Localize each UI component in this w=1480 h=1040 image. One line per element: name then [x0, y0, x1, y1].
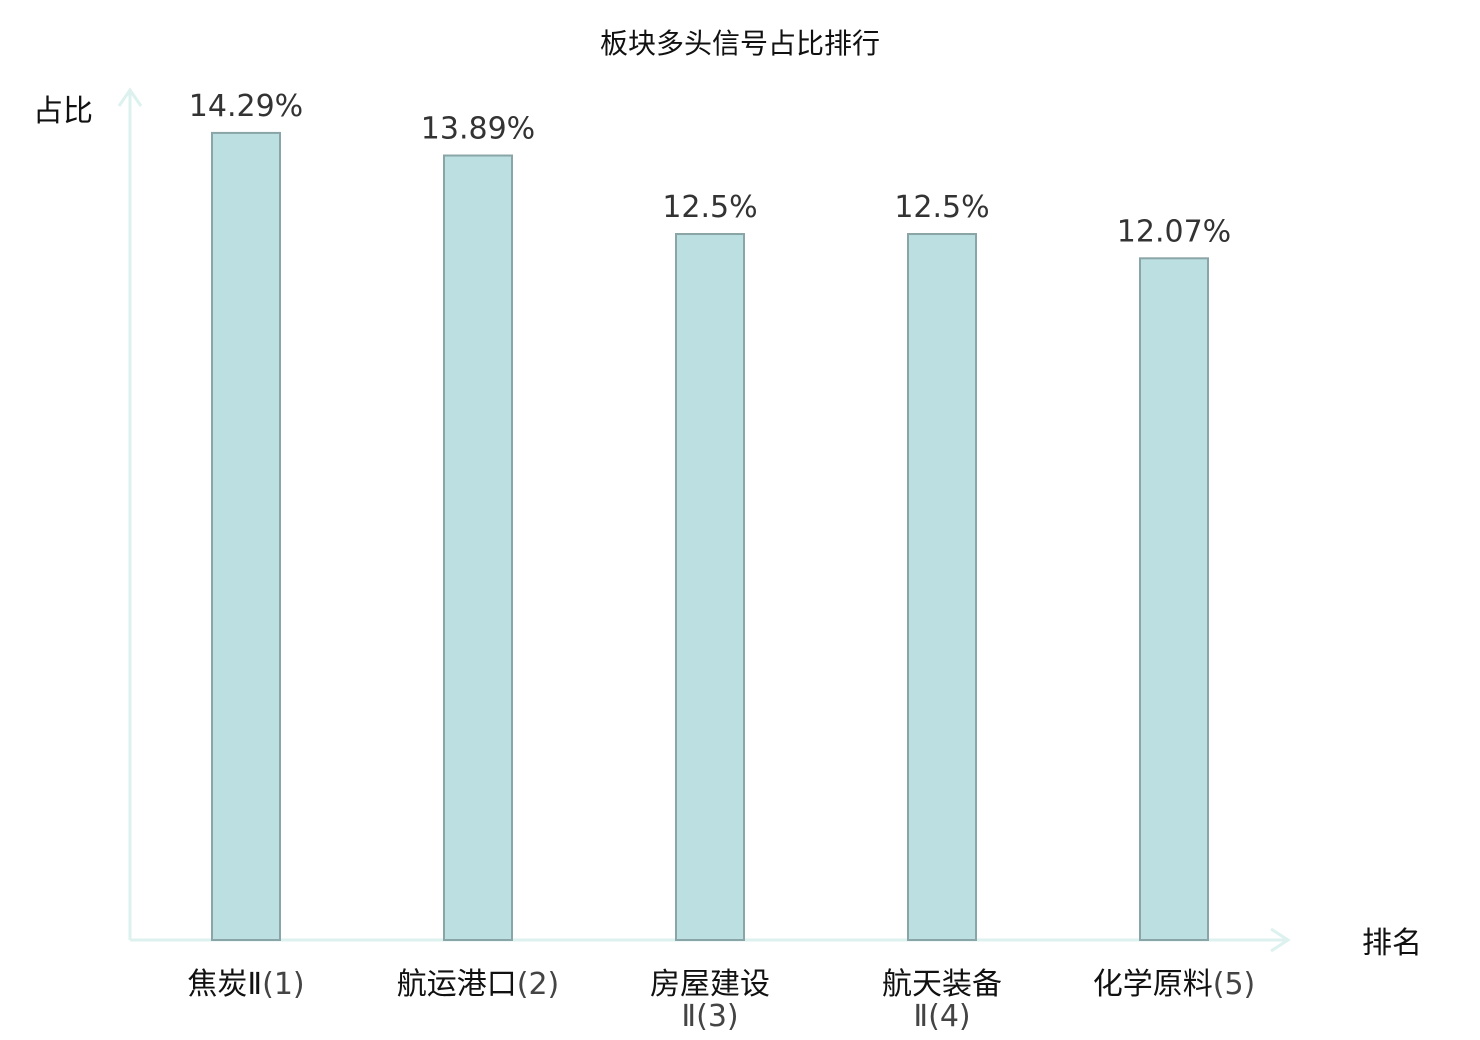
category-label-2: 航运港口(2) — [397, 967, 560, 1002]
value-labels: 14.29% 13.89% 12.5% 12.5% 12.07% — [189, 89, 1231, 249]
y-axis-arrow — [117, 87, 143, 107]
y-axis-label: 占比 — [33, 94, 93, 129]
category-label-3: 房屋建设 Ⅱ(3) — [650, 967, 770, 1034]
bar-2 — [443, 154, 513, 941]
value-label-5: 12.07% — [1117, 214, 1231, 249]
category-label-4: 航天装备 Ⅱ(4) — [882, 967, 1002, 1034]
bar-5 — [1139, 257, 1209, 941]
category-name: 焦炭Ⅱ — [187, 967, 262, 1002]
x-axis-arrow — [1270, 927, 1291, 953]
value-label-2: 13.89% — [421, 112, 535, 147]
chart-title: 板块多头信号占比排行 — [600, 27, 880, 60]
bar-3 — [675, 233, 745, 941]
category-name-line1: 房屋建设 — [650, 967, 770, 1002]
category-label-5: 化学原料(5) — [1093, 967, 1256, 1002]
bars — [211, 131, 1209, 941]
bar-1 — [211, 131, 281, 941]
category-name-line1: 航天装备 — [882, 967, 1002, 1002]
bar-4 — [907, 233, 977, 941]
category-labels: 焦炭Ⅱ(1) 航运港口(2) 房屋建设 Ⅱ(3) 航天装备 Ⅱ(4) 化学原料(5) — [187, 967, 1255, 1034]
category-rank: (2) — [517, 967, 560, 1002]
category-name: 航运港口 — [397, 967, 517, 1002]
category-name-line2: Ⅱ(4) — [913, 999, 970, 1034]
value-label-1: 14.29% — [189, 89, 303, 124]
category-name-line2: Ⅱ(3) — [681, 999, 738, 1034]
category-rank: (1) — [262, 967, 305, 1002]
category-rank: (5) — [1213, 967, 1256, 1002]
category-name: 化学原料 — [1093, 967, 1213, 1002]
category-label-1: 焦炭Ⅱ(1) — [187, 967, 304, 1002]
x-axis-label: 排名 — [1362, 926, 1422, 961]
value-label-3: 12.5% — [662, 190, 757, 225]
value-label-4: 12.5% — [894, 190, 989, 225]
